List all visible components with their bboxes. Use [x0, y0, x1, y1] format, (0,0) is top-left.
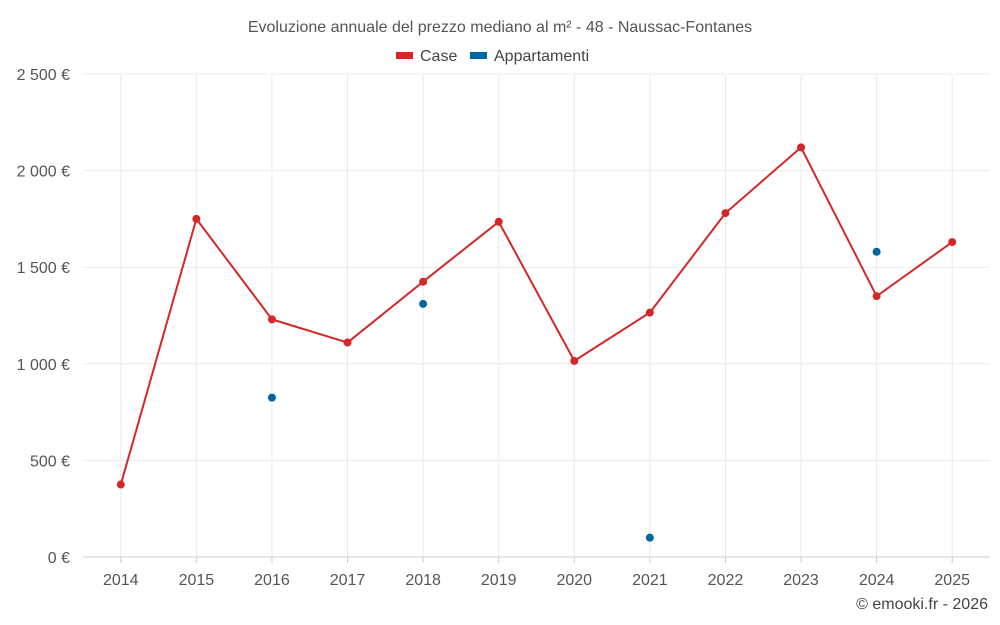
data-point-case[interactable]: [494, 217, 503, 226]
y-tick-label: 2 500 €: [17, 67, 70, 84]
x-tick-label: 2015: [179, 572, 215, 589]
y-tick-label: 1 500 €: [17, 260, 70, 277]
legend-label-appartamenti[interactable]: Appartamenti: [494, 48, 589, 65]
x-tick-label: 2024: [859, 572, 895, 589]
x-tick-label: 2020: [556, 572, 592, 589]
series-case: [116, 143, 957, 489]
data-point-case[interactable]: [570, 356, 579, 365]
chart-title: Evoluzione annuale del prezzo mediano al…: [248, 19, 752, 36]
data-point-case[interactable]: [645, 308, 654, 317]
data-point-appartamenti[interactable]: [419, 299, 428, 308]
data-point-case[interactable]: [948, 238, 957, 247]
x-tick-label: 2018: [405, 572, 441, 589]
data-point-appartamenti[interactable]: [872, 247, 881, 256]
axes: 0 € 500 € 1 000 € 1 500 € 2 000 € 2 500 € 2014…: [17, 67, 990, 589]
legend-label-case[interactable]: Case: [420, 48, 457, 65]
data-point-case[interactable]: [192, 214, 201, 223]
data-point-case[interactable]: [797, 143, 806, 152]
x-tick-label: 2019: [481, 572, 517, 589]
data-point-case[interactable]: [721, 209, 730, 218]
credit-label: © emooki.fr - 2026: [856, 596, 988, 613]
series-line-case: [119, 146, 953, 485]
gridlines: [83, 73, 990, 557]
x-tick-label: 2025: [934, 572, 970, 589]
x-tick-label: 2021: [632, 572, 668, 589]
data-point-case[interactable]: [872, 292, 881, 301]
x-tick-label: 2014: [103, 572, 139, 589]
x-tick-label: 2016: [254, 572, 290, 589]
data-point-appartamenti[interactable]: [645, 533, 654, 542]
x-tick-label: 2022: [708, 572, 744, 589]
data-point-case[interactable]: [267, 315, 276, 324]
y-tick-label: 2 000 €: [17, 164, 70, 181]
data-point-appartamenti[interactable]: [267, 393, 276, 402]
series-appartamenti: [267, 247, 881, 542]
legend-swatch-appartamenti: [470, 52, 487, 59]
y-tick-label: 0 €: [48, 550, 70, 567]
data-point-case[interactable]: [343, 338, 352, 347]
data-point-case[interactable]: [116, 480, 125, 489]
series-layer: [116, 143, 957, 542]
data-point-case[interactable]: [419, 277, 428, 286]
x-tick-label: 2023: [783, 572, 819, 589]
y-tick-label: 1 000 €: [17, 357, 70, 374]
legend[interactable]: Case Appartamenti: [396, 48, 589, 65]
legend-swatch-case: [396, 52, 413, 59]
x-tick-label: 2017: [330, 572, 366, 589]
y-tick-label: 500 €: [30, 453, 70, 470]
